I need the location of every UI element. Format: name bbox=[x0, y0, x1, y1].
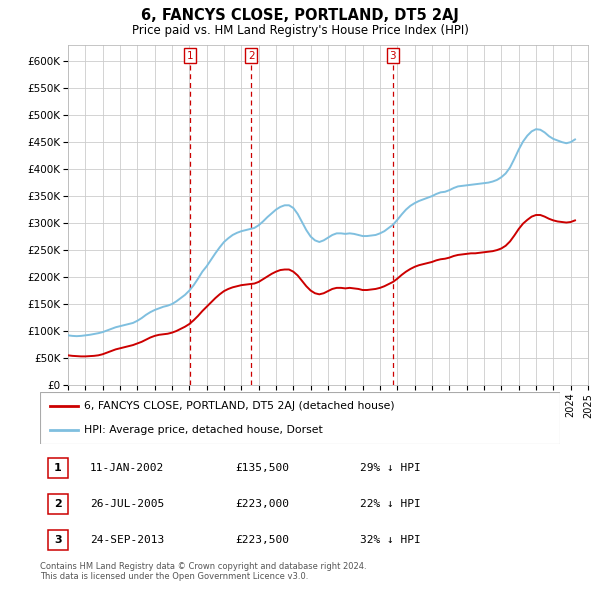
Text: Price paid vs. HM Land Registry's House Price Index (HPI): Price paid vs. HM Land Registry's House … bbox=[131, 24, 469, 37]
Text: £135,500: £135,500 bbox=[235, 463, 289, 473]
Text: 3: 3 bbox=[54, 535, 62, 545]
Bar bbox=[48, 494, 68, 514]
Text: 29% ↓ HPI: 29% ↓ HPI bbox=[360, 463, 421, 473]
Text: £223,500: £223,500 bbox=[235, 535, 289, 545]
Text: HPI: Average price, detached house, Dorset: HPI: Average price, detached house, Dors… bbox=[84, 425, 323, 435]
Text: Contains HM Land Registry data © Crown copyright and database right 2024.
This d: Contains HM Land Registry data © Crown c… bbox=[40, 562, 367, 581]
Text: 6, FANCYS CLOSE, PORTLAND, DT5 2AJ (detached house): 6, FANCYS CLOSE, PORTLAND, DT5 2AJ (deta… bbox=[84, 401, 395, 411]
Text: 2: 2 bbox=[248, 51, 254, 61]
Bar bbox=[48, 530, 68, 550]
Text: 1: 1 bbox=[54, 463, 62, 473]
Text: 6, FANCYS CLOSE, PORTLAND, DT5 2AJ: 6, FANCYS CLOSE, PORTLAND, DT5 2AJ bbox=[141, 8, 459, 23]
Bar bbox=[48, 458, 68, 478]
Text: 32% ↓ HPI: 32% ↓ HPI bbox=[360, 535, 421, 545]
Text: 24-SEP-2013: 24-SEP-2013 bbox=[90, 535, 164, 545]
Text: 26-JUL-2005: 26-JUL-2005 bbox=[90, 499, 164, 509]
Text: £223,000: £223,000 bbox=[235, 499, 289, 509]
Text: 3: 3 bbox=[389, 51, 396, 61]
Text: 11-JAN-2002: 11-JAN-2002 bbox=[90, 463, 164, 473]
Text: 22% ↓ HPI: 22% ↓ HPI bbox=[360, 499, 421, 509]
Text: 2: 2 bbox=[54, 499, 62, 509]
Text: 1: 1 bbox=[187, 51, 193, 61]
